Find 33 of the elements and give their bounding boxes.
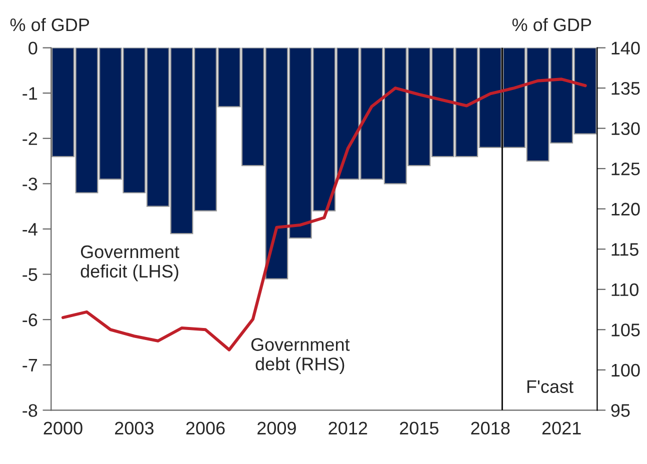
y2-tick-label: 135	[612, 82, 640, 95]
x-tick-label: 2003	[115, 422, 154, 435]
x-tick-label: 2000	[44, 422, 82, 435]
y2-tick-label: 125	[612, 162, 640, 176]
y2-tick-label: 105	[612, 324, 640, 336]
y2-tick-label: 110	[612, 283, 638, 296]
y-tick-label: -4	[22, 223, 38, 236]
y-tick-label: 0	[28, 42, 38, 55]
y-tick-label: -2	[22, 132, 38, 145]
y2-axis-title: % of GDP	[512, 18, 592, 32]
x-tick-label: 2015	[400, 422, 438, 435]
y-tick-label: -8	[22, 404, 38, 417]
y2-tick-label: 100	[612, 364, 640, 377]
y-axis-title: % of GDP	[10, 18, 90, 32]
y2-tick-label: 130	[612, 122, 640, 136]
x-tick-label: 2009	[257, 422, 296, 435]
x-tick-label: 2021	[542, 422, 581, 435]
y2-tick-label: 95	[611, 404, 630, 417]
y-tick-label: -6	[22, 314, 38, 326]
x-tick-label: 2006	[186, 422, 225, 435]
y2-tick-label: 115	[612, 243, 638, 256]
y2-tick-label: 140	[612, 42, 640, 55]
y2-tick-label: 120	[612, 202, 640, 216]
series-label: Government debt (RHS)	[251, 338, 350, 374]
y-tick-label: -7	[22, 359, 38, 372]
ref-line-label: F'cast	[527, 380, 574, 394]
y-tick-label: -3	[22, 178, 38, 190]
series-label: Government deficit (LHS)	[80, 245, 180, 282]
y-tick-label: -1	[22, 87, 38, 100]
line-series	[61, 78, 587, 352]
x-tick-label: 2012	[328, 422, 368, 435]
x-tick-label: 2018	[471, 422, 510, 435]
y-tick-label: -5	[22, 268, 38, 281]
